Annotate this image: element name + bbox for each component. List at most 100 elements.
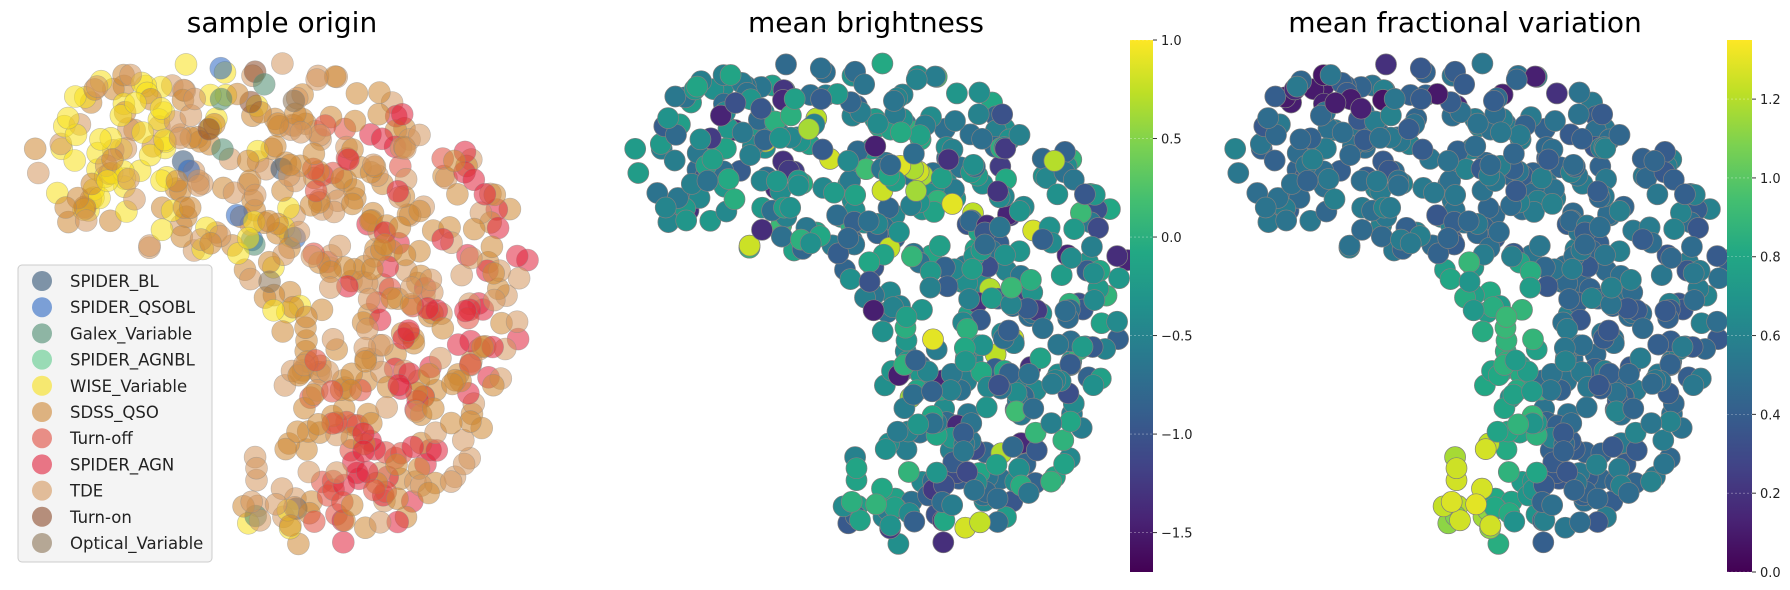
legend-label: Optical_Variable (70, 534, 203, 554)
data-point (1409, 57, 1432, 80)
data-point (840, 490, 863, 513)
data-point (236, 149, 260, 173)
data-point (295, 305, 318, 329)
data-point (1561, 258, 1584, 280)
data-point (264, 492, 288, 516)
data-point (1324, 92, 1347, 114)
data-point (386, 487, 409, 511)
data-point (1022, 397, 1045, 420)
data-point (1641, 373, 1664, 395)
data-point (1000, 276, 1023, 299)
data-point (408, 199, 432, 223)
data-point (941, 193, 964, 215)
data-point (905, 68, 928, 91)
data-point (810, 88, 832, 110)
data-point (124, 91, 147, 115)
data-point (1479, 154, 1502, 176)
data-point (994, 137, 1017, 160)
data-point (243, 183, 267, 207)
data-point (174, 53, 198, 76)
data-point (1541, 494, 1564, 516)
data-point (1682, 374, 1705, 397)
data-point (373, 233, 397, 256)
data-point (1683, 289, 1706, 311)
data-point (1040, 412, 1063, 434)
data-point (123, 187, 146, 211)
data-point (845, 457, 868, 480)
data-point (1031, 317, 1054, 340)
data-point (1449, 509, 1471, 532)
data-point (1488, 221, 1510, 243)
data-point (1567, 103, 1590, 126)
data-point (837, 227, 860, 249)
data-point (354, 349, 377, 373)
data-point (1563, 479, 1586, 501)
data-point (271, 320, 295, 343)
data-point (1087, 217, 1109, 239)
data-point (380, 286, 404, 310)
data-point (54, 196, 77, 219)
data-point (874, 438, 897, 460)
data-point (279, 153, 302, 177)
data-point (1646, 183, 1669, 206)
data-point (419, 268, 443, 292)
data-point (367, 102, 391, 126)
data-point (178, 196, 202, 219)
data-point (1483, 90, 1505, 112)
data-point (939, 379, 962, 402)
data-point (1660, 247, 1683, 269)
scatter-points-mean-fractional-variation (1224, 52, 1739, 555)
data-point (879, 154, 902, 176)
data-point (731, 121, 754, 144)
data-point (271, 52, 294, 75)
data-point (1440, 490, 1463, 513)
data-point (388, 215, 412, 239)
data-point (1594, 244, 1616, 266)
data-point (919, 276, 942, 299)
data-point (505, 244, 529, 268)
data-point (1659, 353, 1682, 376)
data-point (96, 169, 119, 193)
data-point (1497, 461, 1520, 483)
colorbar-tick-label: 1.0 (1760, 172, 1781, 187)
data-point (1479, 514, 1502, 537)
data-point (903, 142, 925, 165)
data-point (903, 510, 926, 533)
data-point (783, 88, 806, 110)
data-point (932, 531, 955, 554)
data-point (109, 104, 133, 127)
data-point (1339, 144, 1361, 166)
data-point (750, 97, 772, 120)
data-point (446, 183, 469, 206)
data-point (1659, 410, 1682, 433)
data-point (1387, 174, 1410, 197)
data-point (944, 110, 966, 132)
data-point (1503, 510, 1526, 533)
data-point (696, 169, 719, 192)
data-point (963, 479, 986, 501)
data-point (1254, 196, 1277, 219)
data-point (304, 348, 327, 372)
data-point (209, 56, 233, 80)
data-point (871, 52, 894, 75)
data-point (1289, 128, 1312, 151)
data-point (1631, 317, 1654, 340)
data-point (431, 316, 455, 340)
data-point (1299, 209, 1322, 232)
data-point (994, 244, 1016, 266)
data-point (1568, 81, 1591, 104)
data-point (871, 320, 894, 343)
colorbar-tick-label: 0.0 (1760, 566, 1781, 581)
data-point (1331, 121, 1354, 144)
data-point (393, 137, 417, 160)
data-point (958, 288, 980, 310)
data-point (1687, 217, 1709, 239)
data-point (390, 103, 414, 126)
data-point (1471, 320, 1494, 343)
data-point (1597, 319, 1620, 342)
data-point (1462, 299, 1485, 322)
data-point (1585, 453, 1608, 476)
data-point (1682, 262, 1705, 285)
data-point (1366, 170, 1388, 192)
colorbar-tick-label: 1.0 (1161, 34, 1182, 49)
